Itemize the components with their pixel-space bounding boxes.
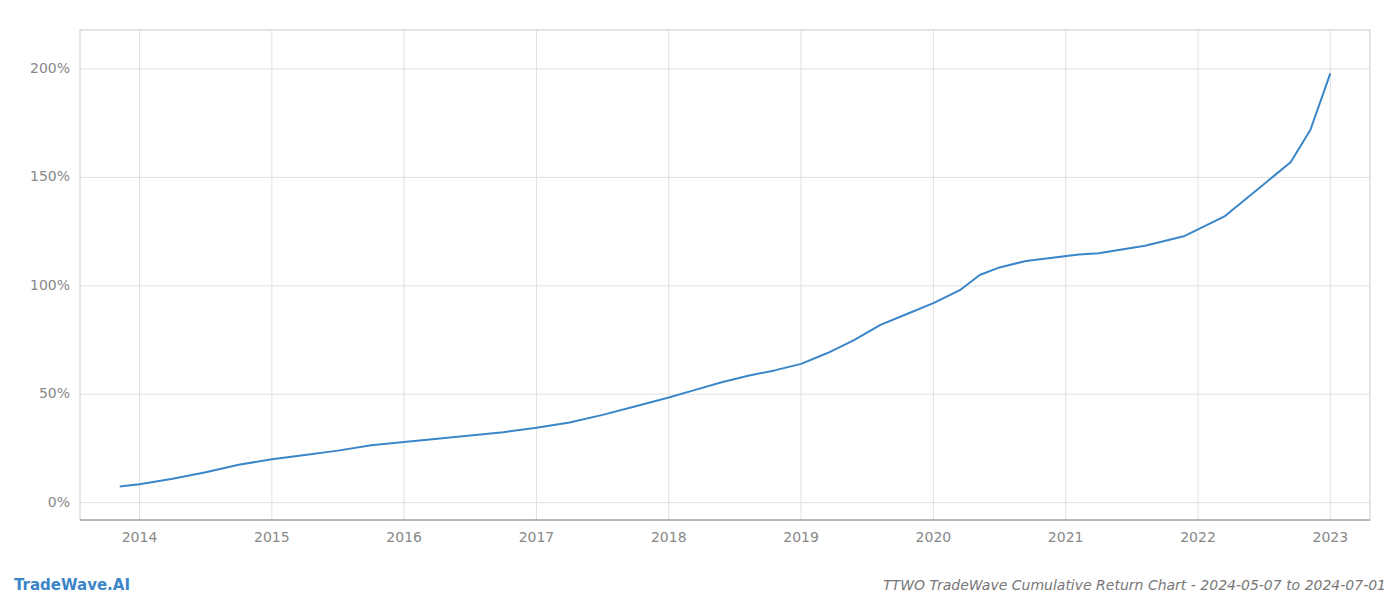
x-grid-line	[668, 30, 669, 520]
x-grid-line	[1198, 30, 1199, 520]
y-tick-label: 150%	[30, 168, 70, 184]
series-group	[120, 73, 1331, 486]
x-grid-line	[933, 30, 934, 520]
y-tick-label: 200%	[30, 60, 70, 76]
x-tick-label: 2014	[122, 529, 158, 545]
plot-frame	[80, 30, 1370, 520]
x-grid-line	[1330, 30, 1331, 520]
x-tick-label: 2015	[254, 529, 290, 545]
x-tick-label: 2017	[519, 529, 555, 545]
x-tick-label: 2016	[386, 529, 422, 545]
x-tick-label: 2020	[916, 529, 952, 545]
y-grid-line	[80, 177, 1370, 178]
y-grid-line	[80, 285, 1370, 286]
x-axis-line	[80, 520, 1370, 521]
y-grid-line	[80, 69, 1370, 70]
x-tick-label: 2021	[1048, 529, 1084, 545]
x-tick-label: 2023	[1312, 529, 1348, 545]
x-grid-line	[536, 30, 537, 520]
grid	[80, 30, 1370, 520]
x-grid-line	[801, 30, 802, 520]
y-tick-label: 50%	[39, 385, 70, 401]
x-grid-line	[139, 30, 140, 520]
x-tick-label: 2019	[783, 529, 819, 545]
chart: 0% 50% 100% 150% 200% 2014 2015 2016 2017 2018 201…	[0, 0, 1400, 600]
y-tick-label: 0%	[48, 494, 70, 510]
x-grid-line	[271, 30, 272, 520]
y-grid-line	[80, 394, 1370, 395]
title: TTWO TradeWave Cumulative Return Chart -…	[883, 577, 1386, 593]
y-grid-line	[80, 502, 1370, 503]
x-grid-line	[1065, 30, 1066, 520]
x-tick-label: 2022	[1180, 529, 1216, 545]
x-grid-line	[404, 30, 405, 520]
line	[120, 73, 1331, 486]
watermark: TradeWave.AI	[14, 576, 130, 594]
x-tick-label: 2018	[651, 529, 687, 545]
y-tick-label: 100%	[30, 277, 70, 293]
